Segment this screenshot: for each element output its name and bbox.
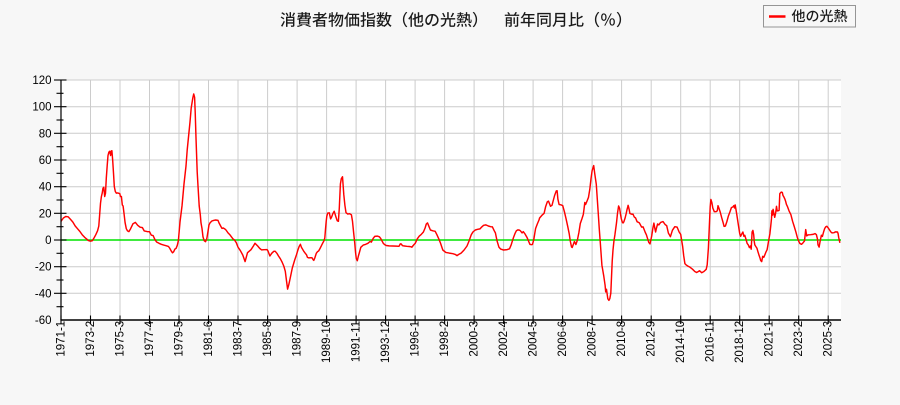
svg-text:20: 20 (39, 208, 52, 220)
svg-text:40: 40 (39, 182, 52, 194)
svg-text:1971-1: 1971-1 (55, 321, 67, 357)
svg-text:2002-4: 2002-4 (498, 320, 510, 356)
svg-text:2014-10: 2014-10 (675, 321, 687, 363)
svg-text:1991-11: 1991-11 (351, 321, 363, 362)
svg-text:2006-6: 2006-6 (557, 321, 569, 357)
svg-text:2010-8: 2010-8 (616, 321, 628, 357)
svg-text:2016-11: 2016-11 (705, 321, 717, 362)
svg-text:2018-12: 2018-12 (734, 321, 746, 363)
svg-text:0: 0 (45, 235, 51, 247)
svg-text:100: 100 (32, 102, 51, 114)
svg-text:2000-3: 2000-3 (469, 321, 481, 357)
svg-text:1996-1: 1996-1 (410, 321, 422, 357)
svg-text:80: 80 (39, 128, 52, 140)
svg-text:-60: -60 (35, 315, 52, 327)
svg-text:2025-3: 2025-3 (823, 321, 835, 357)
svg-text:1983-7: 1983-7 (232, 321, 244, 357)
svg-text:1979-5: 1979-5 (173, 321, 185, 357)
svg-text:-20: -20 (35, 262, 52, 274)
svg-text:1987-9: 1987-9 (292, 321, 304, 357)
svg-text:2021-1: 2021-1 (764, 321, 776, 357)
svg-text:1973-2: 1973-2 (85, 321, 97, 357)
svg-text:1975-3: 1975-3 (114, 321, 126, 357)
svg-text:-40: -40 (35, 288, 52, 300)
svg-text:1998-2: 1998-2 (439, 321, 451, 357)
svg-text:2023-2: 2023-2 (793, 321, 805, 357)
svg-text:1981-6: 1981-6 (203, 321, 215, 357)
svg-text:1985-8: 1985-8 (262, 321, 274, 357)
svg-text:2004-5: 2004-5 (528, 321, 540, 357)
svg-text:60: 60 (39, 155, 52, 167)
svg-text:1977-4: 1977-4 (144, 320, 156, 356)
svg-text:1993-12: 1993-12 (380, 321, 392, 363)
svg-text:2008-7: 2008-7 (587, 321, 599, 357)
svg-text:2012-9: 2012-9 (646, 321, 658, 357)
svg-text:120: 120 (32, 75, 51, 87)
svg-text:1989-10: 1989-10 (321, 321, 333, 363)
